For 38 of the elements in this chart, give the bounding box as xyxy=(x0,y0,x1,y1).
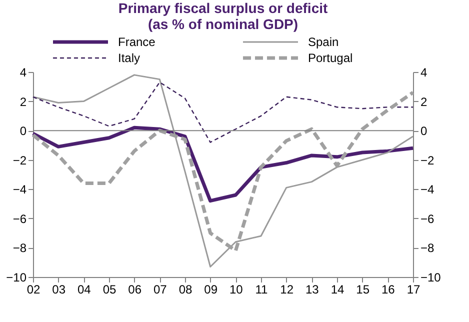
y-tick-label: −6 xyxy=(12,212,27,226)
legend-label: Spain xyxy=(308,35,339,49)
x-tick-label: 13 xyxy=(305,282,320,296)
x-tick-label: 14 xyxy=(330,282,344,296)
y2-tick-label: −6 xyxy=(420,212,435,226)
x-tick-label: 17 xyxy=(406,282,420,296)
y2-tick-label: −2 xyxy=(420,153,435,168)
x-tick-label: 09 xyxy=(204,282,218,296)
y2-tick-label: −4 xyxy=(420,182,435,197)
y-tick-label: 0 xyxy=(20,124,27,138)
x-tick-label: 10 xyxy=(229,282,244,296)
text: Primary fiscal surplus or deficit xyxy=(118,0,328,16)
legend-label: Italy xyxy=(118,51,140,65)
x-tick-label: 12 xyxy=(280,282,294,296)
x-tick-label: 11 xyxy=(255,282,268,296)
y2-tick-label: 0 xyxy=(420,124,428,138)
y2-tick-label: −8 xyxy=(420,241,435,256)
y-tick-label: −10 xyxy=(6,270,27,284)
x-tick-label: 15 xyxy=(356,282,370,296)
x-tick-label: 02 xyxy=(26,282,40,296)
legend-label: Portugal xyxy=(308,51,353,65)
y-tick-label: −8 xyxy=(12,241,27,256)
legend-label: France xyxy=(118,35,156,49)
y-tick-label: 4 xyxy=(20,66,27,80)
x-tick-label: 03 xyxy=(52,282,66,296)
y2-tick-label: 4 xyxy=(420,66,428,80)
y2-tick-label: 2 xyxy=(420,94,428,109)
x-tick-label: 06 xyxy=(128,282,142,296)
text: (as % of nominal GDP) xyxy=(148,16,298,32)
x-tick-label: 08 xyxy=(178,282,192,296)
x-tick-label: 16 xyxy=(381,282,396,296)
x-tick-label: 05 xyxy=(102,282,116,296)
y-tick-label: −4 xyxy=(12,182,27,197)
y-tick-label: −2 xyxy=(12,153,27,168)
y-tick-label: 2 xyxy=(20,94,27,109)
x-tick-label: 04 xyxy=(77,282,92,296)
x-tick-label: 07 xyxy=(153,282,168,296)
y2-tick-label: −10 xyxy=(420,270,442,284)
